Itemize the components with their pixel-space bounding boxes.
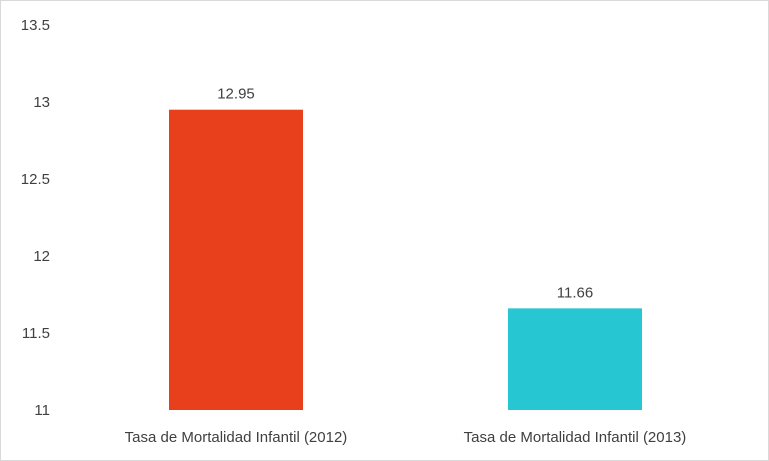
data-label: 12.95	[217, 86, 255, 103]
y-tick-label: 11	[34, 402, 50, 419]
bar	[508, 308, 642, 410]
y-tick-label: 13	[33, 94, 50, 111]
x-category-label: Tasa de Mortalidad Infantil (2012)	[125, 429, 348, 446]
y-tick-label: 12	[33, 248, 50, 265]
y-tick-label: 13.5	[21, 17, 50, 34]
y-tick-label: 12.5	[21, 171, 50, 188]
x-category-label: Tasa de Mortalidad Infantil (2013)	[464, 429, 687, 446]
y-tick-label: 11.5	[22, 325, 50, 342]
bar	[169, 109, 303, 410]
data-label: 11.66	[557, 284, 593, 301]
